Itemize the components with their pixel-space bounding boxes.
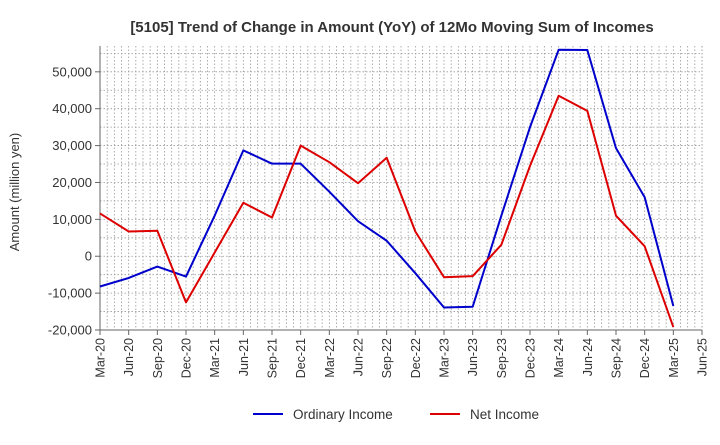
legend-label: Ordinary Income	[293, 407, 393, 422]
x-tick-label: Sep-22	[380, 338, 394, 378]
x-tick-label: Jun-21	[237, 338, 251, 376]
y-tick-label: 0	[85, 249, 92, 264]
y-axis-label: Amount (million yen)	[7, 133, 22, 252]
legend: Ordinary Income Net Income	[253, 407, 539, 422]
x-tick-label: Mar-21	[208, 338, 222, 378]
x-tick-label: Jun-25	[696, 338, 710, 376]
x-tick-label: Mar-23	[438, 338, 452, 378]
x-tick-label: Sep-20	[151, 338, 165, 378]
y-tick-label: 40,000	[52, 101, 92, 116]
y-tick-label: 10,000	[52, 212, 92, 227]
legend-label: Net Income	[470, 407, 539, 422]
chart-title: [5105] Trend of Change in Amount (YoY) o…	[130, 19, 653, 36]
x-tick-label: Mar-25	[667, 338, 681, 378]
y-tick-label: 30,000	[52, 138, 92, 153]
y-tick-label: -20,000	[48, 323, 92, 338]
series-line-ordinary-income	[99, 48, 675, 309]
y-tick-label: 50,000	[52, 64, 92, 79]
x-tick-label: Sep-23	[495, 338, 509, 378]
x-tick-label: Dec-20	[180, 338, 194, 378]
x-tick-label: Mar-20	[94, 338, 108, 378]
x-tick-label: Jun-24	[581, 338, 595, 376]
x-tick-label: Jun-22	[352, 338, 366, 376]
y-tick-label: 20,000	[52, 175, 92, 190]
x-tick-label: Sep-24	[610, 338, 624, 378]
series-line-net-income	[99, 94, 675, 328]
x-tick-label: Dec-22	[409, 338, 423, 378]
x-tick-label: Jun-20	[122, 338, 136, 376]
plot-background	[100, 46, 702, 330]
x-tick-label: Jun-23	[466, 338, 480, 376]
x-tick-label: Dec-21	[294, 338, 308, 378]
y-tick-label: -10,000	[48, 286, 92, 301]
plot-area: -20,000 -10,000 0 10,000 20,000 30,000 40,000 5…	[48, 46, 710, 378]
x-tick-label: Dec-24	[638, 338, 652, 378]
x-tick-label: Mar-22	[323, 338, 337, 378]
x-tick-label: Dec-23	[524, 338, 538, 378]
x-tick-label: Mar-24	[552, 338, 566, 378]
x-tick-label: Sep-21	[266, 338, 280, 378]
